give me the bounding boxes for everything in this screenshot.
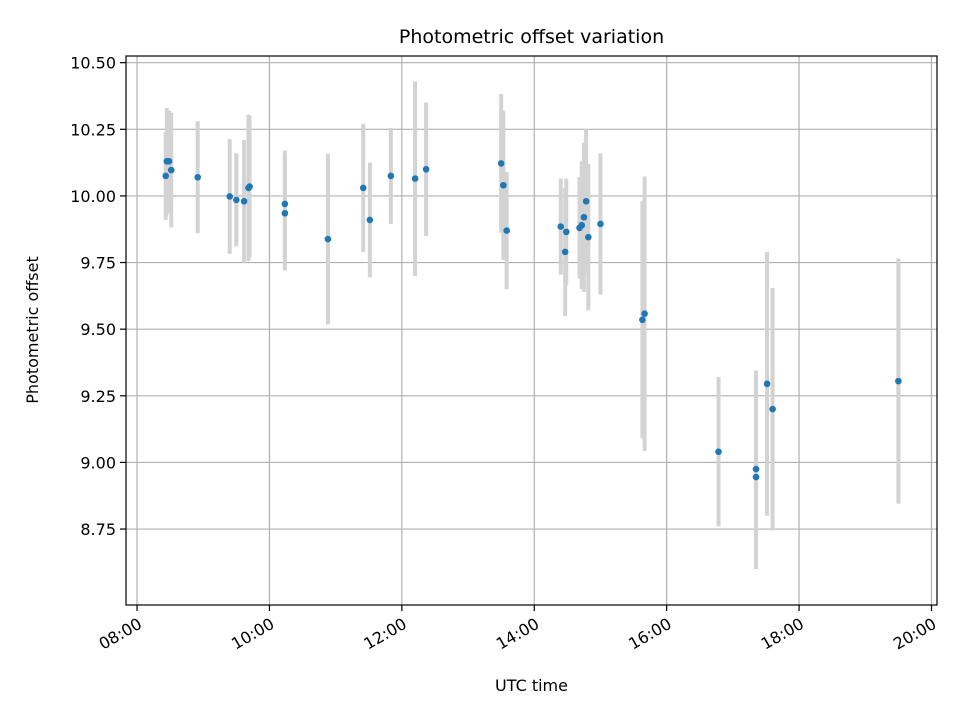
data-point — [233, 196, 240, 204]
data-point — [500, 181, 507, 189]
data-point — [497, 160, 505, 167]
data-point — [387, 172, 395, 180]
data-point — [281, 200, 289, 208]
data-point — [769, 405, 776, 413]
data-point — [503, 227, 510, 234]
data-point — [557, 223, 565, 230]
data-point — [715, 448, 722, 456]
data-point — [422, 165, 430, 173]
data-point — [582, 197, 590, 205]
x-axis-title: UTC time — [495, 676, 568, 695]
data-point — [578, 221, 586, 229]
data-point — [561, 248, 569, 256]
data-point — [226, 193, 234, 200]
data-point — [359, 184, 367, 192]
data-point — [752, 465, 760, 473]
plot-area — [126, 56, 937, 605]
plot-frame — [125, 55, 938, 606]
data-point — [585, 233, 592, 241]
data-point — [580, 213, 588, 221]
y-tick-label: 10.00 — [70, 187, 116, 206]
chart-title: Photometric offset variation — [399, 26, 664, 48]
y-tick-label: 9.00 — [80, 453, 116, 472]
y-tick-label: 9.75 — [80, 254, 116, 273]
data-points — [162, 157, 902, 481]
data-point — [167, 166, 175, 174]
data-point — [240, 197, 248, 205]
y-tick-label: 9.50 — [80, 320, 116, 339]
y-tick-label: 10.50 — [70, 54, 116, 73]
grid — [126, 56, 937, 605]
data-point — [641, 310, 648, 318]
data-point — [246, 183, 253, 190]
data-point — [165, 157, 173, 165]
data-point — [411, 175, 419, 182]
data-point — [895, 377, 902, 385]
data-point — [763, 380, 771, 388]
data-point — [281, 209, 289, 217]
data-point — [562, 228, 570, 236]
y-axis-title: Photometric offset — [23, 256, 42, 404]
data-point — [324, 235, 332, 243]
y-tick-label: 10.25 — [70, 120, 116, 139]
y-tick-label: 8.75 — [80, 520, 116, 539]
data-point — [639, 316, 646, 324]
y-axis: 8.75 9.00 9.25 9.50 9.75 10.00 10.25 10.50 — [70, 54, 126, 539]
data-point — [597, 220, 604, 228]
data-point — [366, 216, 374, 224]
data-point — [162, 172, 170, 180]
y-tick-label: 9.25 — [80, 387, 116, 406]
data-point — [194, 173, 202, 181]
data-point — [752, 473, 760, 481]
